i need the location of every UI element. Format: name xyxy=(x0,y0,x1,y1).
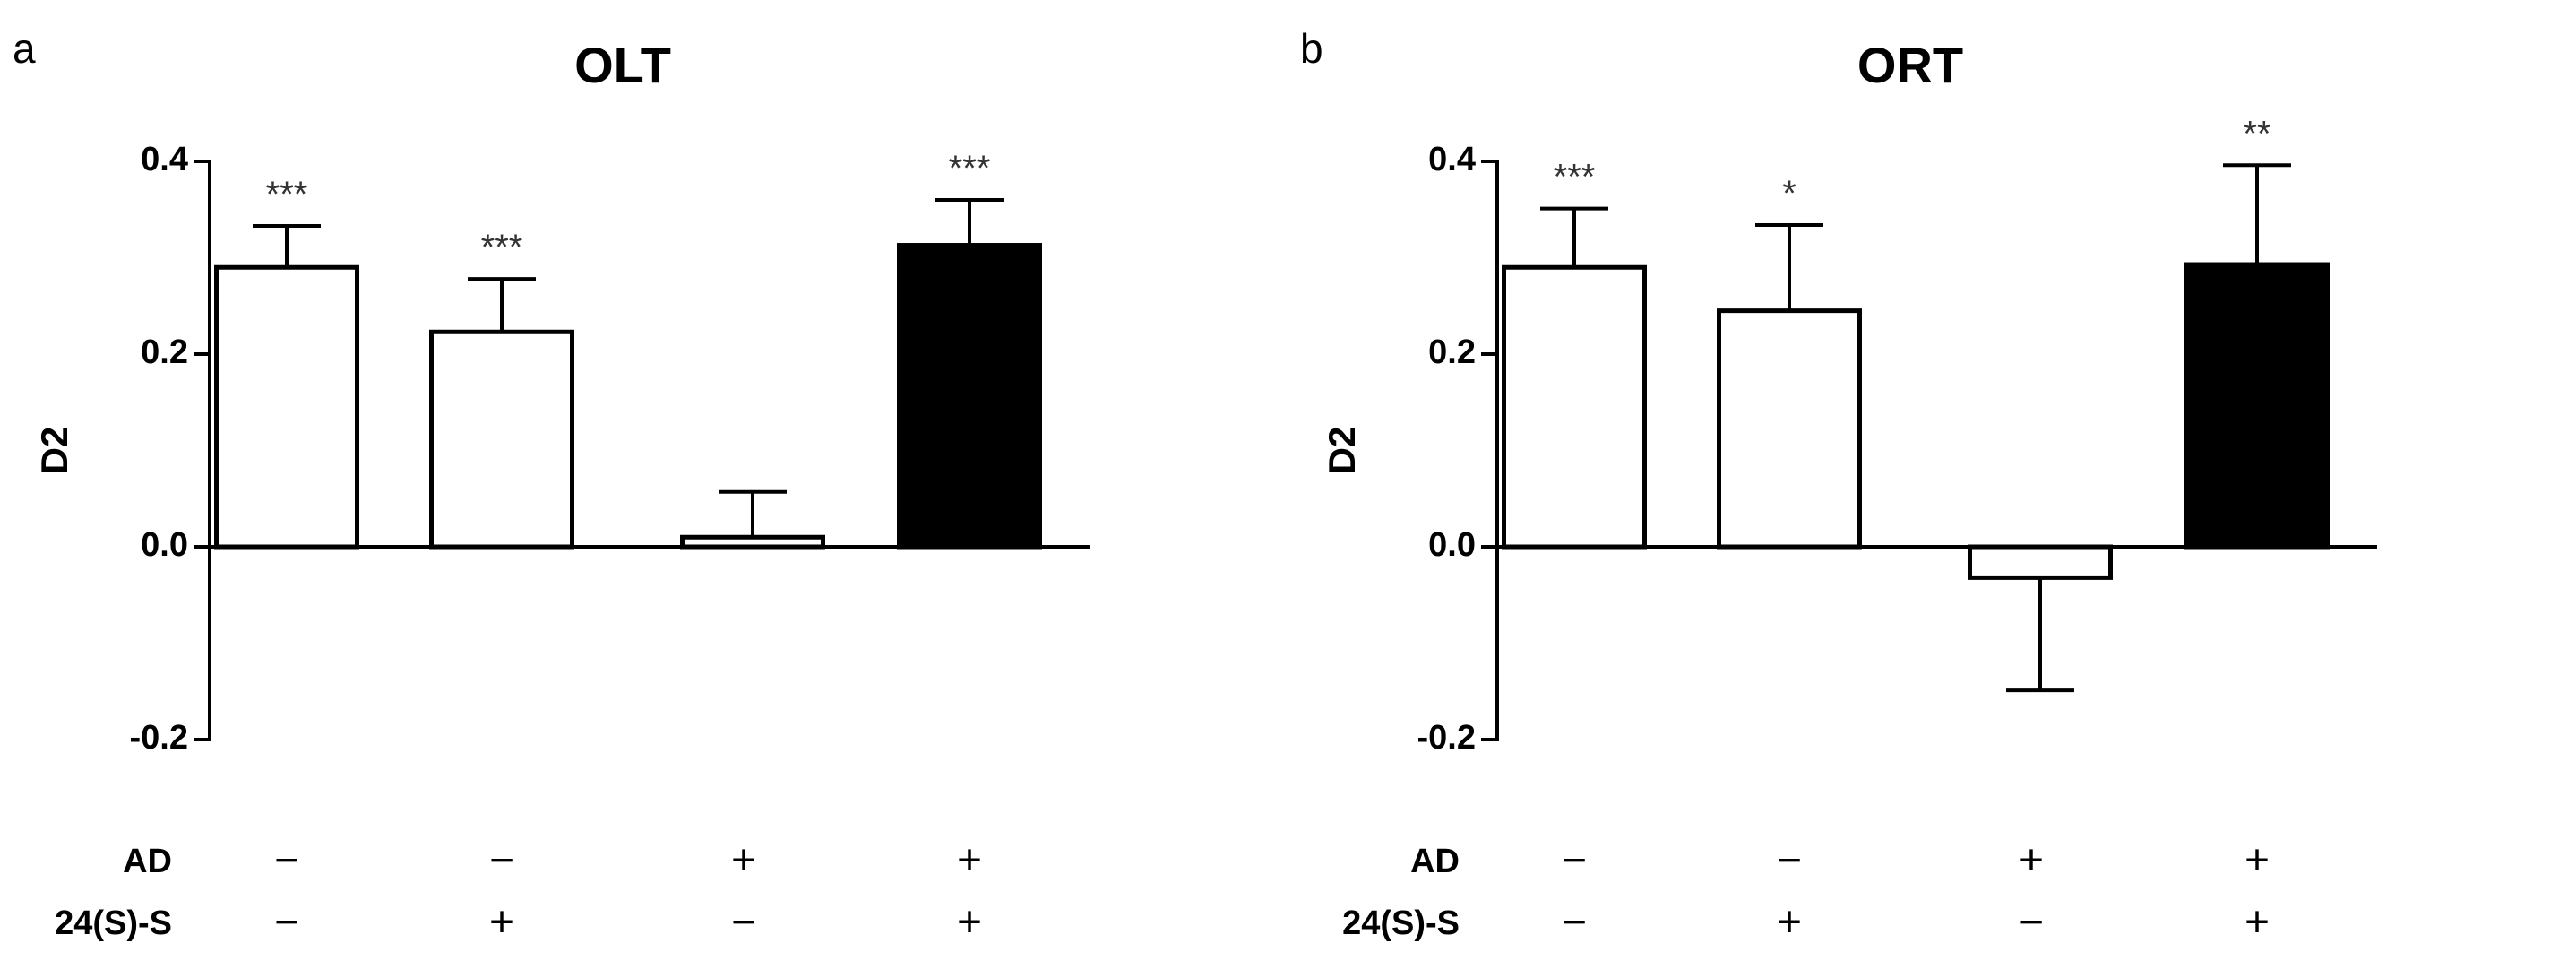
bar xyxy=(214,264,359,550)
condition-row-label: 24(S)-S xyxy=(1342,904,1460,942)
bar xyxy=(1968,544,2113,580)
significance-label: ** xyxy=(2243,114,2270,153)
panel-letter: b xyxy=(1300,25,1323,72)
y-tick-label: 0.4 xyxy=(1428,141,1476,178)
bar xyxy=(897,243,1042,550)
y-tick-label: -0.2 xyxy=(1417,719,1476,757)
condition-sign: − xyxy=(1562,899,1587,947)
y-tick-label: 0.2 xyxy=(141,333,188,371)
condition-sign: + xyxy=(2019,837,2044,885)
condition-sign: + xyxy=(957,837,982,885)
significance-label: *** xyxy=(266,175,308,214)
significance-label: * xyxy=(1782,174,1796,213)
condition-sign: + xyxy=(489,899,514,947)
y-tick-label: -0.2 xyxy=(130,719,188,757)
condition-row-label: AD xyxy=(123,843,172,880)
y-axis-label: D2 xyxy=(33,427,75,475)
significance-label: *** xyxy=(1554,158,1596,197)
condition-sign: + xyxy=(1777,899,1802,947)
condition-sign: − xyxy=(489,837,514,885)
condition-row-label: 24(S)-S xyxy=(55,904,172,942)
condition-sign: + xyxy=(2244,837,2270,885)
y-axis-label: D2 xyxy=(1321,427,1363,475)
chart-svg-a: a OLT D2 -0.2 0.0 0.2 0.4 *** *** *** AD − − + +24(S)-… xyxy=(13,25,1090,947)
y-tick-label: 0.4 xyxy=(141,141,188,178)
bar xyxy=(1717,308,1862,550)
condition-sign: − xyxy=(1562,837,1587,885)
bar xyxy=(1502,264,1647,550)
condition-row-label: AD xyxy=(1410,843,1460,880)
y-tick-label: 0.0 xyxy=(141,526,188,564)
significance-label: *** xyxy=(949,149,991,188)
chart-panel-a: a OLT D2 -0.2 0.0 0.2 0.4 *** *** *** AD − − + +24(S)-… xyxy=(13,25,1090,947)
chart-title: ORT xyxy=(1857,37,1963,93)
bar xyxy=(429,329,574,550)
condition-sign: + xyxy=(2244,899,2270,947)
bar xyxy=(2184,262,2330,550)
condition-sign: − xyxy=(1777,837,1802,885)
y-tick-label: 0.0 xyxy=(1428,526,1476,564)
y-tick-label: 0.2 xyxy=(1428,333,1476,371)
condition-sign: + xyxy=(731,837,756,885)
chart-panel-b: b ORT D2 -0.2 0.0 0.2 0.4 *** * ** AD − − + +24(S)-S − +… xyxy=(1288,0,2575,978)
chart-title: OLT xyxy=(574,37,671,93)
condition-sign: − xyxy=(731,899,756,947)
significance-label: *** xyxy=(481,228,523,267)
condition-sign: − xyxy=(274,837,299,885)
panel-letter: a xyxy=(13,25,36,72)
condition-sign: − xyxy=(2019,899,2044,947)
condition-sign: − xyxy=(274,899,299,947)
condition-sign: + xyxy=(957,899,982,947)
